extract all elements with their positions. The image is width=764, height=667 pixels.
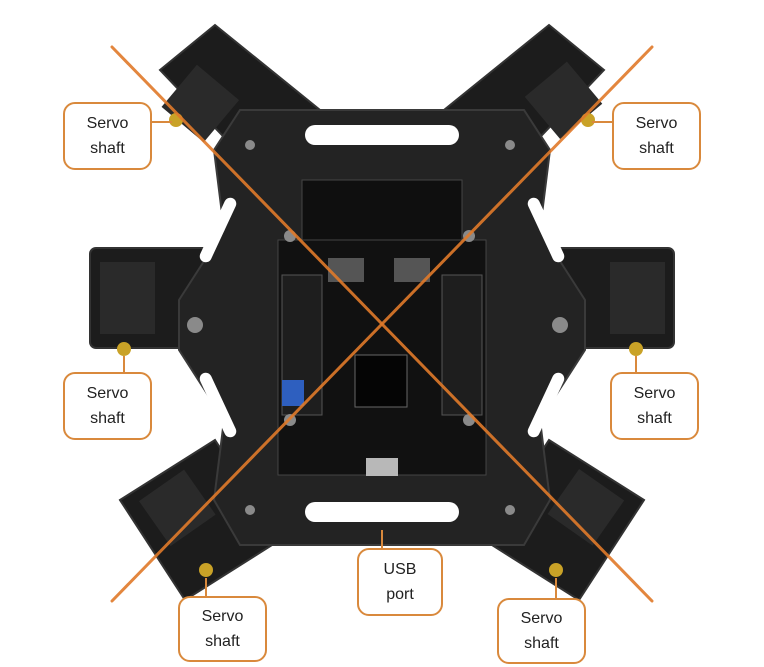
callout-servo-shaft-middle-left: Servo shaft	[63, 372, 152, 440]
usb-connector	[366, 458, 398, 476]
frame-slot-right-lower	[527, 372, 565, 438]
header-pins-left	[328, 258, 364, 282]
pin-row-right	[441, 274, 483, 416]
callout-usb-port: USB port	[357, 548, 443, 616]
callout-servo-shaft-bottom-left: Servo shaft	[178, 596, 267, 662]
frame-slot-left-upper	[199, 197, 237, 263]
callout-line2: shaft	[90, 410, 125, 427]
callout-line1: Servo	[520, 610, 563, 627]
callout-line2: port	[386, 586, 414, 603]
callout-line2: shaft	[90, 140, 125, 157]
microcontroller-chip	[354, 354, 408, 408]
callout-line2: shaft	[524, 635, 559, 652]
header-pins-right	[394, 258, 430, 282]
callout-servo-shaft-middle-right: Servo shaft	[610, 372, 699, 440]
frame-slot-right-upper	[527, 197, 565, 263]
servo-shafts	[117, 113, 643, 577]
callout-servo-shaft-bottom-right: Servo shaft	[497, 598, 586, 664]
callout-line2: shaft	[637, 410, 672, 427]
callout-servo-shaft-top-left: Servo shaft	[63, 102, 152, 170]
callout-servo-shaft-top-right: Servo shaft	[612, 102, 701, 170]
control-board	[277, 179, 487, 476]
frame-slot-left-lower	[199, 372, 237, 438]
frame-slot-top	[305, 125, 459, 145]
callout-line1: Servo	[633, 385, 676, 402]
callout-line1: Servo	[86, 115, 129, 132]
power-switch	[282, 380, 304, 406]
callout-leaders	[123, 121, 637, 598]
callout-line1: Servo	[635, 115, 678, 132]
callout-line1: USB	[383, 561, 417, 578]
callout-line2: shaft	[205, 633, 240, 650]
callout-line2: shaft	[639, 140, 674, 157]
callout-line1: Servo	[86, 385, 129, 402]
frame-slot-bottom	[305, 502, 459, 522]
callout-line1: Servo	[201, 608, 244, 625]
